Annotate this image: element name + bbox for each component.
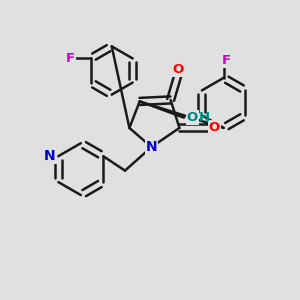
Text: F: F xyxy=(222,54,231,67)
Text: N: N xyxy=(146,140,157,154)
Text: F: F xyxy=(66,52,75,65)
Text: O: O xyxy=(187,111,198,124)
Text: O: O xyxy=(208,122,220,134)
Text: H: H xyxy=(199,111,210,124)
Text: O: O xyxy=(172,63,184,76)
Text: N: N xyxy=(44,149,56,163)
